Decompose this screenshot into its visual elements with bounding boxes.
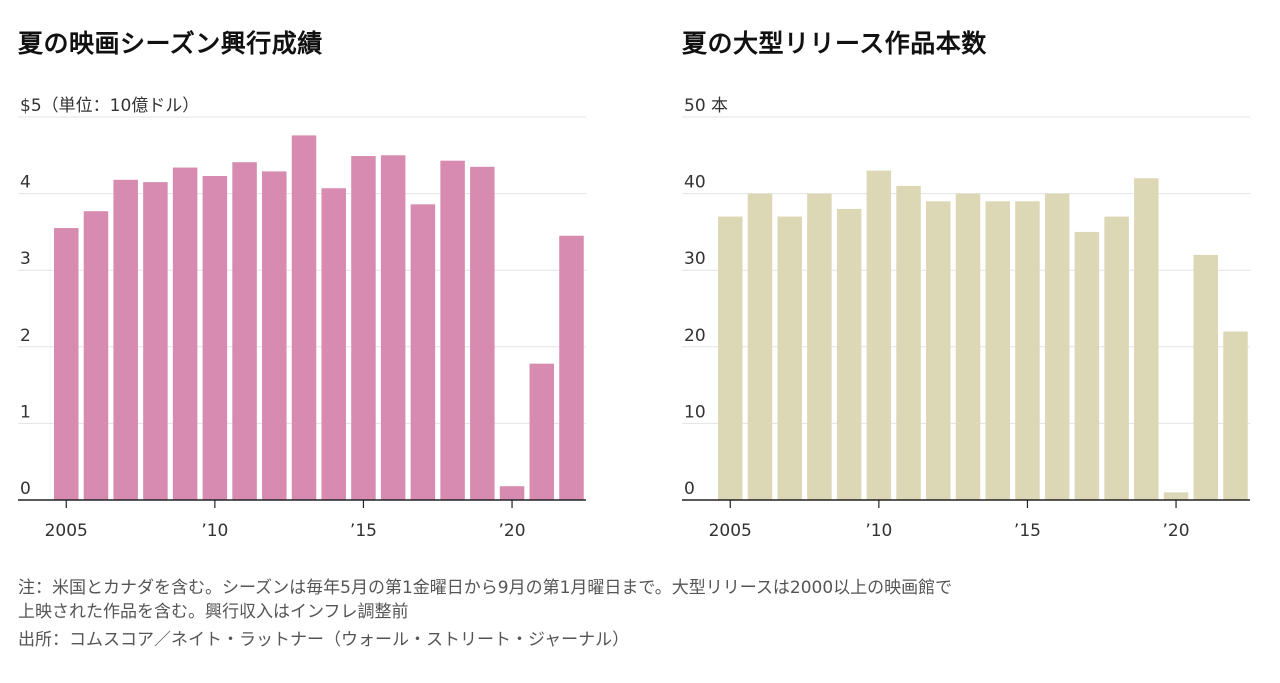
x-tick-label: 2005	[709, 521, 752, 541]
bar	[836, 208, 862, 501]
bar	[232, 162, 257, 500]
bar	[1015, 201, 1040, 500]
bar	[926, 201, 951, 500]
bar	[499, 486, 525, 500]
x-tick-label: ’20	[1163, 521, 1190, 541]
bar	[54, 228, 79, 500]
chart-title: 夏の大型リリース作品本数	[682, 29, 987, 58]
box-office-chart: 0 1 2 3 4 $5（単位：10億ドル） 2005 ’10 ’15 ’20	[18, 96, 586, 541]
bar	[1223, 331, 1248, 500]
bar	[747, 193, 773, 500]
bar	[1134, 178, 1159, 500]
bar	[529, 363, 555, 500]
bar	[807, 193, 832, 500]
bar	[1044, 193, 1070, 500]
y-tick-label: 0	[684, 479, 695, 499]
release-count-chart-panel: 夏の大型リリース作品本数 0 10 20 30 40 50 本 2005 ’10 ’15 ’20	[664, 0, 1280, 560]
chart-notes: 注：米国とカナダを含む。シーズンは毎年5月の第1金曜日から9月の第1月曜日まで。…	[18, 576, 952, 652]
note-line-1: 注：米国とカナダを含む。シーズンは毎年5月の第1金曜日から9月の第1月曜日まで。…	[18, 578, 953, 598]
y-tick-label: 3	[20, 249, 31, 269]
bar	[1074, 231, 1100, 500]
x-tick-label: ’10	[865, 521, 892, 541]
bar	[470, 166, 495, 501]
chart-title: 夏の映画シーズン興行成績	[18, 29, 323, 58]
x-tick-label: 2005	[45, 521, 88, 541]
box-office-chart-panel: 夏の映画シーズン興行成績 0 1 2 3 4 $5（単位：10億ドル） 2005 ’10 ’15…	[0, 0, 620, 560]
y-tick-label: 2	[20, 326, 31, 346]
x-tick-label: ’15	[350, 521, 377, 541]
bar	[380, 155, 406, 501]
bar	[172, 167, 198, 500]
bar	[896, 185, 921, 500]
y-tick-label: 30	[684, 249, 706, 269]
bar	[985, 201, 1010, 500]
bar	[1104, 216, 1129, 500]
bar	[955, 193, 981, 500]
bar	[440, 160, 465, 501]
x-tick-label: ’10	[201, 521, 228, 541]
y-tick-label: 1	[20, 402, 31, 422]
bar	[321, 188, 346, 500]
bar	[113, 179, 138, 500]
bar	[351, 156, 376, 501]
source-note: 出所：コムスコア／ネイト・ラットナー（ウォール・ストリート・ジャーナル）	[18, 630, 630, 650]
bar	[410, 204, 436, 500]
y-tick-label: 40	[684, 173, 706, 193]
bar	[202, 175, 228, 500]
bar	[718, 216, 743, 500]
y-tick-label: 0	[20, 479, 31, 499]
y-tick-label: 4	[20, 173, 31, 193]
note-line-2: 上映された作品を含む。興行収入はインフレ調整前	[18, 602, 409, 622]
bar	[1163, 492, 1189, 500]
y-unit-label: $5（単位：10億ドル）	[20, 96, 199, 116]
bar	[866, 170, 892, 500]
bar	[262, 171, 287, 501]
y-tick-label: 10	[684, 402, 706, 422]
release-count-chart: 0 10 20 30 40 50 本 2005 ’10 ’15 ’20	[682, 96, 1250, 541]
bar	[777, 216, 802, 500]
bar	[559, 235, 584, 501]
y-unit-label: 50 本	[684, 96, 728, 116]
bar	[1193, 254, 1219, 500]
y-tick-label: 20	[684, 326, 706, 346]
bar	[291, 135, 317, 500]
bar	[143, 182, 168, 501]
x-tick-label: ’20	[499, 521, 526, 541]
bar	[83, 211, 109, 500]
x-tick-label: ’15	[1014, 521, 1041, 541]
